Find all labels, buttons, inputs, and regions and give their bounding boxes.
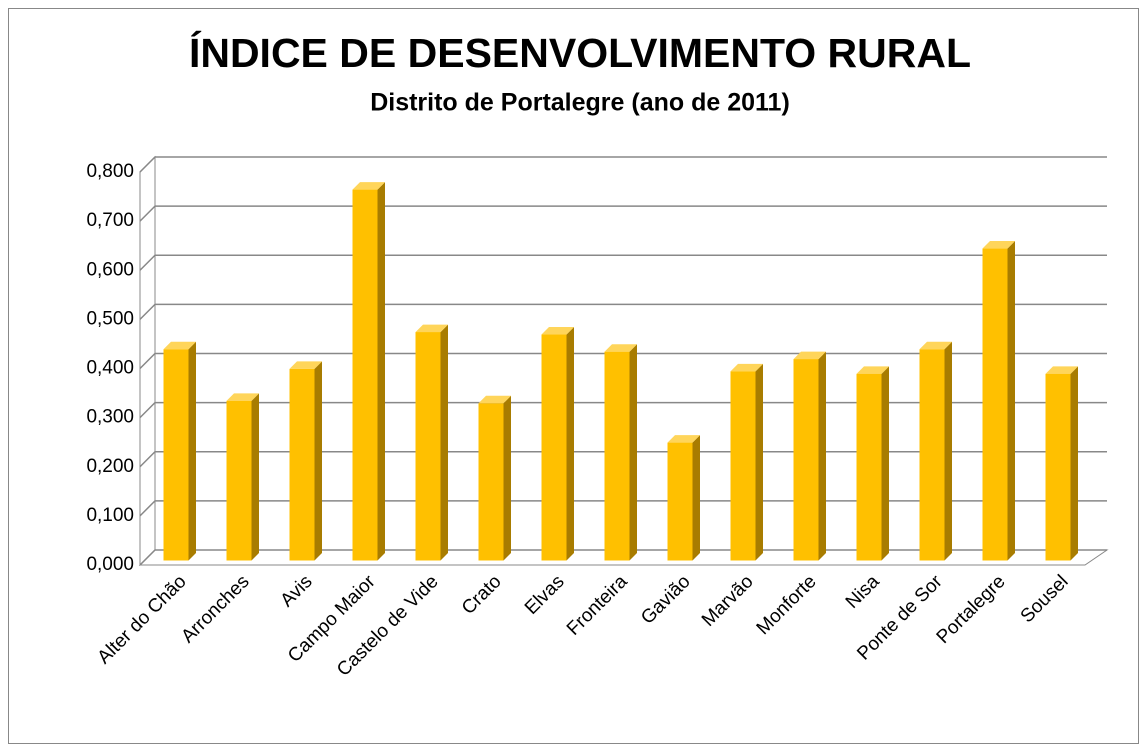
bar-side [251,393,259,561]
bar [226,393,259,561]
bar-top [793,351,826,360]
bar-front [541,334,567,561]
bar-side [377,182,385,561]
bar-top [478,395,511,404]
grid-line [139,500,1107,517]
y-tick-label: 0,500 [86,308,134,329]
bar-side [188,341,196,561]
bar [1045,366,1078,561]
bar [604,344,637,561]
bar-front [289,368,315,561]
y-tick-label: 0,400 [86,358,134,379]
bar [352,182,385,561]
bar-top [352,182,385,190]
bar-top [982,241,1015,249]
bar [982,241,1015,561]
bar-front [163,349,189,561]
y-tick-label: 0,200 [86,456,134,477]
bar-side [692,435,700,561]
bar-front [919,349,945,561]
bar-top [289,361,322,369]
bar-side [566,327,574,561]
bar-side [629,344,637,561]
bar-front [415,332,441,561]
bar [289,361,322,561]
grid-line [139,303,1107,320]
bar-side [755,363,763,561]
grid-line [139,205,1107,222]
grid-line [139,254,1107,271]
grid-line [139,156,1107,173]
bar [478,395,511,561]
chart-title: ÍNDICE DE DESENVOLVIMENTO RURAL [189,30,971,76]
bar-top [415,324,448,333]
bar [667,435,700,561]
bar-front [1045,373,1071,561]
bar [919,341,952,561]
bar-top [856,366,889,374]
bar-front [856,373,882,561]
grid-line [139,451,1107,468]
bar-top [541,327,574,335]
y-tick-label: 0,000 [86,554,134,575]
bar-front [352,189,378,561]
bar-side [440,324,448,561]
bar-front [667,442,693,561]
bar-side [1007,241,1015,561]
bar-top [1045,366,1078,374]
bar [730,363,763,561]
bar [415,324,448,561]
grid-line [139,352,1107,370]
bar-front [604,351,630,561]
bar [541,327,574,561]
y-tick-label: 0,600 [86,259,134,280]
bar-front [226,400,252,561]
grid-line [139,549,1107,566]
bar-top [163,341,196,350]
bar-top [667,435,700,443]
bar-top [226,393,259,401]
bar [163,341,196,561]
bar-front [730,371,756,561]
bar-top [919,341,952,350]
bar [793,351,826,561]
bar-front [478,403,504,561]
y-tick-label: 0,700 [86,210,134,231]
bar-side [818,351,826,561]
y-tick-label: 0,300 [86,407,134,428]
bar-side [314,361,322,561]
bar-side [503,395,511,561]
bar-side [944,341,952,561]
bar-top [730,363,763,372]
bar [856,366,889,561]
bar-side [881,366,889,561]
bar-front [982,248,1008,561]
bar-front [793,359,819,561]
y-tick-label: 0,100 [86,505,134,526]
y-tick-label: 0,800 [86,161,134,182]
bar-top [604,344,637,352]
grid-line [139,401,1107,419]
bar-side [1070,366,1078,561]
chart-subtitle: Distrito de Portalegre (ano de 2011) [370,89,790,117]
